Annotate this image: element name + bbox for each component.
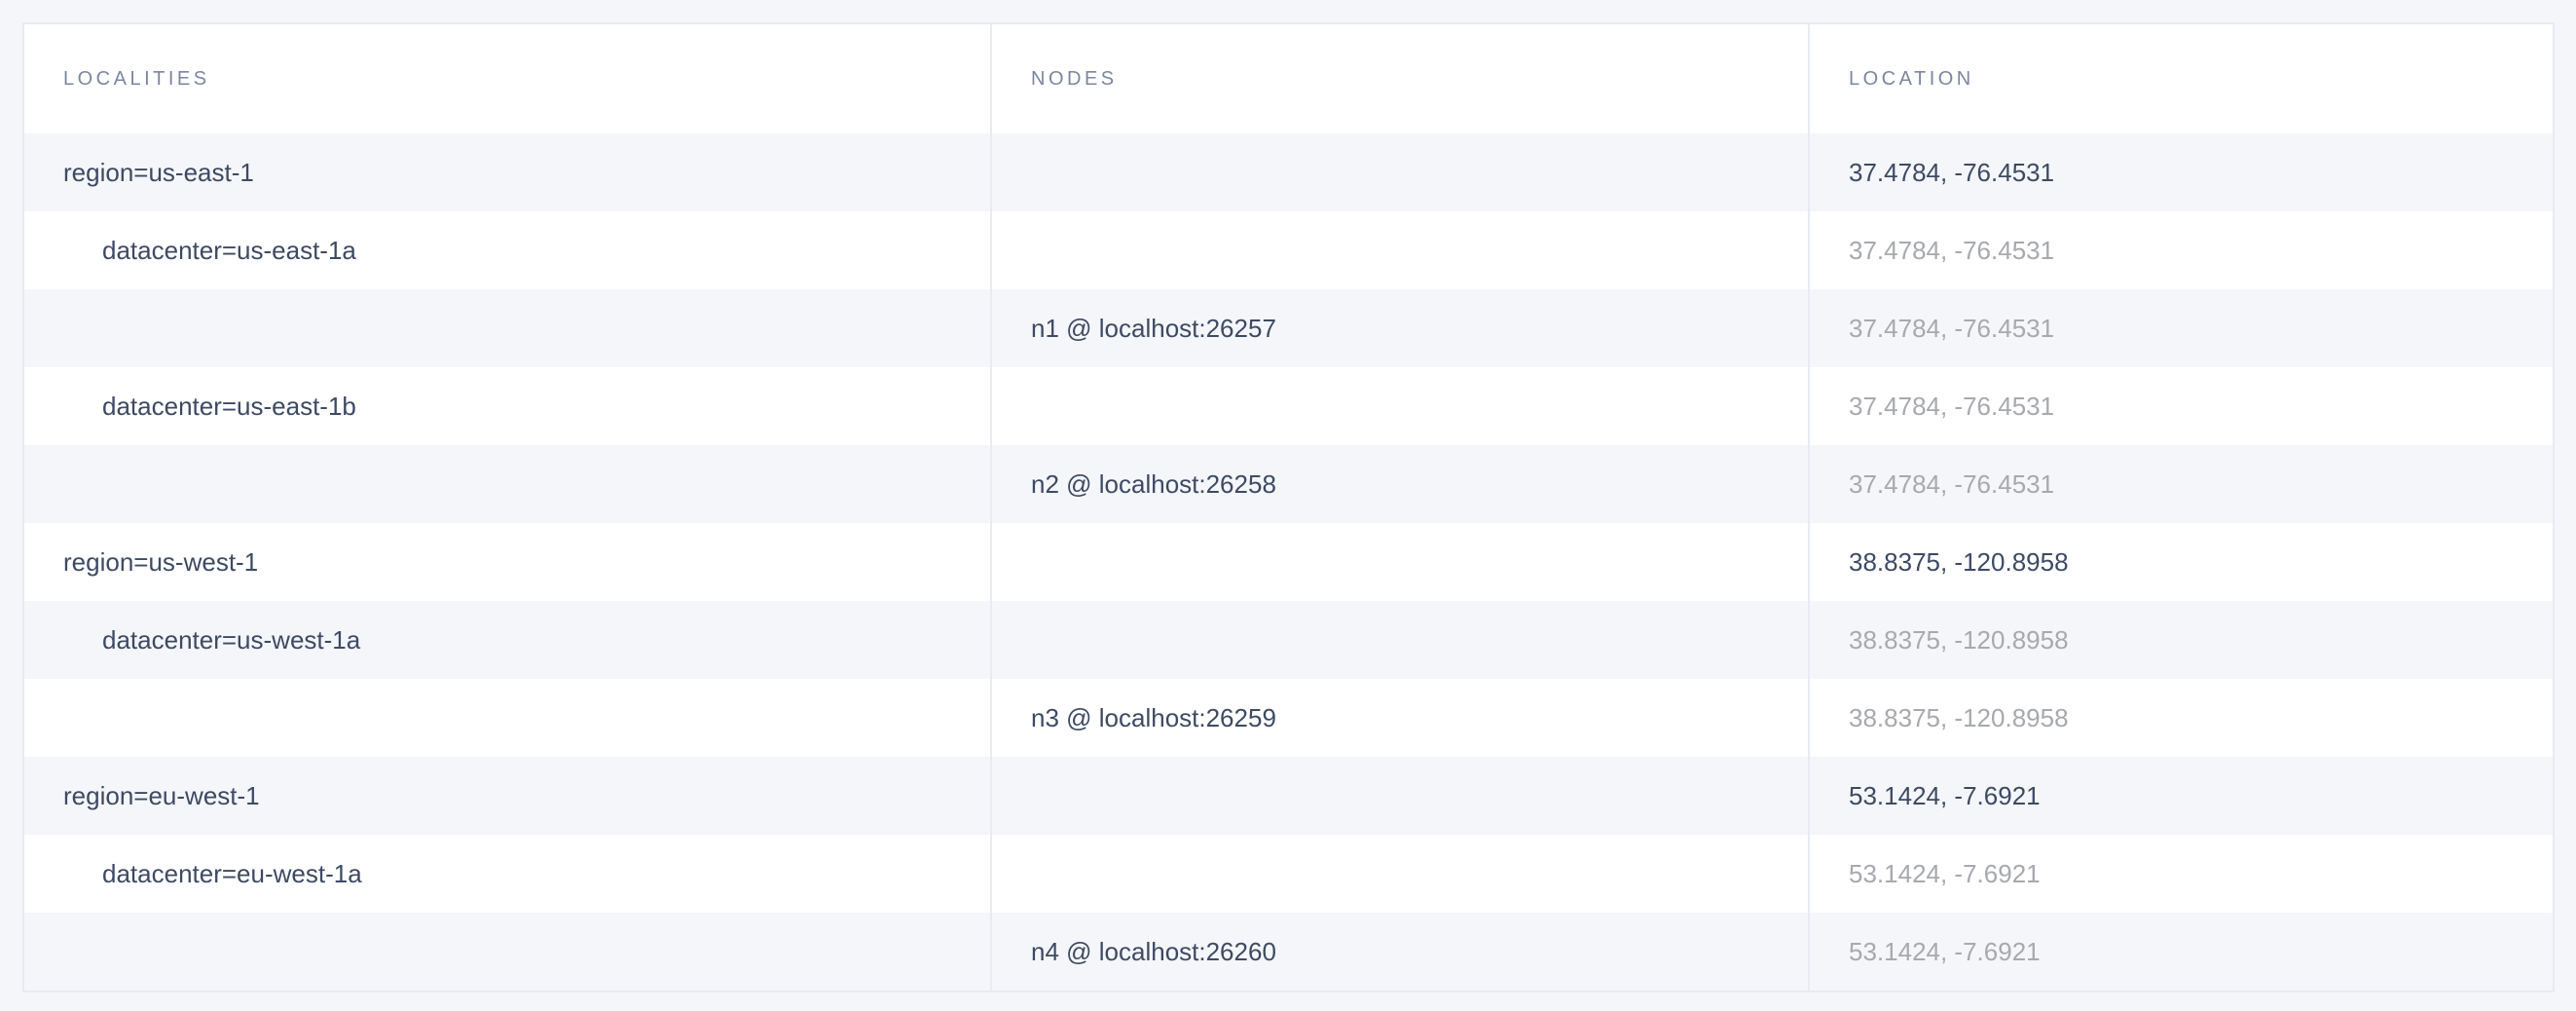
locality-cell: datacenter=us-east-1a	[24, 211, 992, 289]
locality-cell: region=eu-west-1	[24, 757, 992, 835]
table-row: n1 @ localhost:26257 37.4784, -76.4531	[24, 289, 2553, 367]
locality-cell	[24, 679, 992, 757]
location-cell: 37.4784, -76.4531	[1849, 157, 2055, 187]
node-cell	[992, 601, 1810, 679]
table-row: region=eu-west-1 53.1424, -7.6921	[24, 757, 2553, 835]
table-row: n4 @ localhost:26260 53.1424, -7.6921	[24, 913, 2553, 991]
table-row: region=us-east-1 37.4784, -76.4531	[24, 133, 2553, 211]
node-cell	[992, 133, 1810, 211]
node-cell: n1 @ localhost:26257	[992, 289, 1810, 367]
locality-cell	[24, 445, 992, 523]
table-row: datacenter=us-west-1a 38.8375, -120.8958	[24, 601, 2553, 679]
location-cell: 37.4784, -76.4531	[1849, 313, 2055, 343]
location-cell: 38.8375, -120.8958	[1849, 702, 2069, 732]
locality-cell	[24, 913, 992, 991]
node-cell: n4 @ localhost:26260	[992, 913, 1810, 991]
localities-table: LOCALITIES NODES LOCATION region=us-east…	[22, 22, 2555, 992]
column-header-location: LOCATION	[1849, 67, 1974, 90]
table-row: n3 @ localhost:26259 38.8375, -120.8958	[24, 679, 2553, 757]
node-cell	[992, 367, 1810, 445]
table-row: datacenter=us-east-1b 37.4784, -76.4531	[24, 367, 2553, 445]
locality-cell: datacenter=eu-west-1a	[24, 835, 992, 913]
table-row: n2 @ localhost:26258 37.4784, -76.4531	[24, 445, 2553, 523]
location-cell: 38.8375, -120.8958	[1849, 624, 2069, 655]
location-cell: 37.4784, -76.4531	[1849, 468, 2055, 499]
location-cell: 53.1424, -7.6921	[1849, 858, 2041, 888]
column-header-localities: LOCALITIES	[24, 24, 992, 133]
location-cell: 37.4784, -76.4531	[1849, 391, 2055, 421]
node-cell	[992, 523, 1810, 601]
locality-cell: datacenter=us-east-1b	[24, 367, 992, 445]
node-cell: n3 @ localhost:26259	[992, 679, 1810, 757]
locality-cell: region=us-east-1	[24, 133, 992, 211]
table-row: datacenter=us-east-1a 37.4784, -76.4531	[24, 211, 2553, 289]
table-header: LOCALITIES NODES LOCATION	[24, 24, 2553, 133]
node-cell: n2 @ localhost:26258	[992, 445, 1810, 523]
node-cell	[992, 757, 1810, 835]
node-cell	[992, 835, 1810, 913]
locality-cell: datacenter=us-west-1a	[24, 601, 992, 679]
table-body: region=us-east-1 37.4784, -76.4531 datacen…	[24, 133, 2553, 991]
location-cell: 38.8375, -120.8958	[1849, 546, 2069, 577]
table-row: datacenter=eu-west-1a 53.1424, -7.6921	[24, 835, 2553, 913]
node-cell	[992, 211, 1810, 289]
table-row: region=us-west-1 38.8375, -120.8958	[24, 523, 2553, 601]
locality-cell	[24, 289, 992, 367]
location-cell: 53.1424, -7.6921	[1849, 780, 2041, 810]
location-cell: 37.4784, -76.4531	[1849, 235, 2055, 265]
location-cell: 53.1424, -7.6921	[1849, 936, 2041, 966]
column-header-nodes: NODES	[992, 24, 1810, 133]
locality-cell: region=us-west-1	[24, 523, 992, 601]
